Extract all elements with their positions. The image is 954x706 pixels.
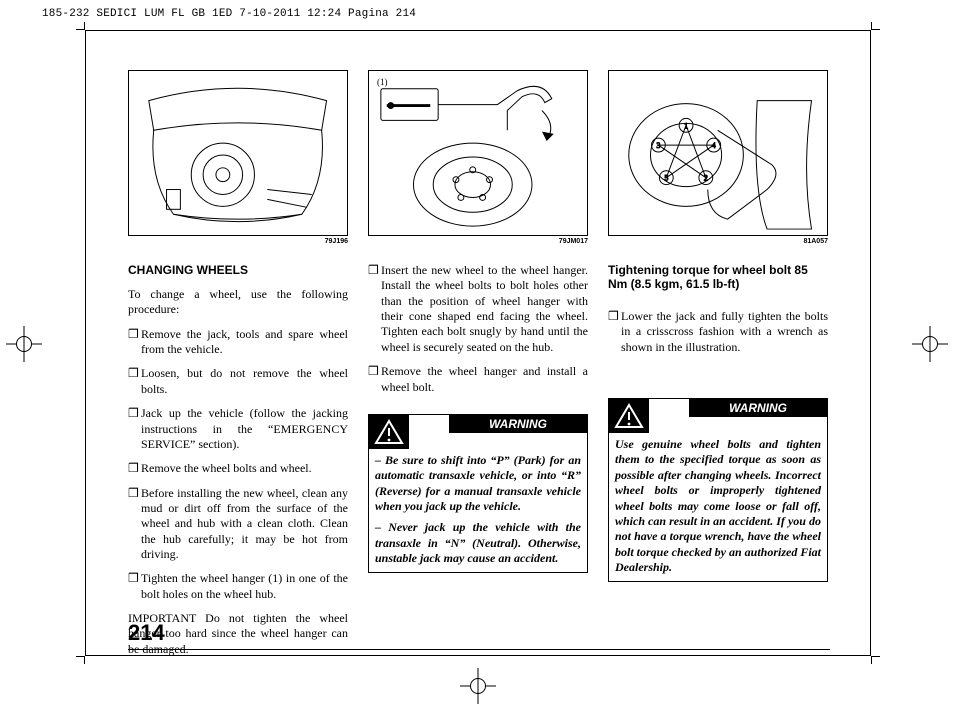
warning-text: Use genuine wheel bolts and tighten them… (609, 433, 827, 581)
crop-mark (872, 656, 880, 657)
crop-mark (76, 29, 84, 30)
registration-mark-bottom (460, 668, 496, 704)
list-item: ❒Before installing the new wheel, clean … (128, 486, 348, 563)
list-item: ❒Remove the wheel hanger and install a w… (368, 364, 588, 395)
figure-1 (128, 70, 348, 236)
warning-para: Use genuine wheel bolts and tighten them… (615, 437, 821, 574)
page-footer-rule (128, 649, 830, 650)
warning-icon (609, 399, 649, 433)
figure-2: (1) (368, 70, 588, 236)
warning-box: WARNING – Be sure to shift into “P” (Par… (368, 414, 588, 574)
figure-2-callout: (1) (377, 77, 388, 87)
list-item-text: Remove the wheel hanger and install a wh… (381, 364, 588, 393)
list-item-text: Remove the wheel bolts and wheel. (141, 461, 312, 475)
list-item: ❒Lower the jack and fully tighten the bo… (608, 309, 828, 355)
list-item: ❒Tighten the wheel hanger (1) in one of … (128, 571, 348, 602)
heading-torque: Tightening torque for wheel bolt 85 Nm (… (608, 263, 828, 291)
crop-mark (76, 656, 84, 657)
warning-text: – Never jack up the vehicle with the tra… (369, 520, 587, 572)
list-item-text: Tighten the wheel hanger (1) in one of t… (141, 571, 348, 600)
column-1: 79J196 CHANGING WHEELS To change a wheel… (128, 70, 348, 666)
registration-mark-left (6, 326, 42, 362)
figure-1-code: 79J196 (128, 238, 348, 245)
crop-mark (84, 656, 85, 664)
heading-changing-wheels: CHANGING WHEELS (128, 263, 348, 277)
list-item: ❒Insert the new wheel to the wheel hange… (368, 263, 588, 355)
page: 185-232 SEDICI LUM FL GB 1ED 7-10-2011 1… (0, 0, 954, 706)
list-item-text: Lower the jack and fully tighten the bol… (621, 309, 828, 354)
list-item: ❒Loosen, but do not remove the wheel bol… (128, 366, 348, 397)
column-3: 1 3 5 2 4 81A057 Tightening torque for w… (608, 70, 828, 666)
list-item: ❒Remove the wheel bolts and wheel. (128, 461, 348, 476)
crop-mark (871, 656, 872, 664)
registration-mark-right (912, 326, 948, 362)
warning-title: WARNING (449, 415, 587, 433)
warning-text: – Be sure to shift into “P” (Park) for a… (369, 449, 587, 520)
list-item-text: Jack up the vehicle (follow the jacking … (141, 406, 348, 451)
warning-title: WARNING (689, 399, 827, 417)
page-number: 214 (128, 620, 165, 646)
intro-text: To change a wheel, use the following pro… (128, 287, 348, 318)
list-item-text: Loosen, but do not remove the wheel bolt… (141, 366, 348, 395)
torque-illustration: 1 3 5 2 4 (609, 71, 826, 235)
column-2: (1) 79JM017 (368, 70, 588, 666)
warning-box: WARNING Use genuine wheel bolts and tigh… (608, 398, 828, 582)
list-item: ❒Jack up the vehicle (follow the jacking… (128, 406, 348, 452)
list-item-text: Insert the new wheel to the wheel hanger… (381, 263, 588, 354)
crop-mark (84, 22, 85, 30)
crop-mark (872, 29, 880, 30)
warning-para: – Be sure to shift into “P” (Park) for a… (375, 453, 581, 513)
figure-3-code: 81A057 (608, 238, 828, 245)
list-item-text: Before installing the new wheel, clean a… (141, 486, 348, 561)
content-columns: 79J196 CHANGING WHEELS To change a wheel… (128, 70, 830, 666)
wheel-hanger-illustration (369, 71, 586, 235)
running-header: 185-232 SEDICI LUM FL GB 1ED 7-10-2011 1… (42, 8, 416, 20)
warning-para: – Never jack up the vehicle with the tra… (375, 520, 581, 565)
list-item-text: Remove the jack, tools and spare wheel f… (141, 327, 348, 356)
warning-icon (369, 415, 409, 449)
figure-2-code: 79JM017 (368, 238, 588, 245)
figure-3: 1 3 5 2 4 (608, 70, 828, 236)
spare-wheel-illustration (129, 71, 346, 235)
list-item: ❒Remove the jack, tools and spare wheel … (128, 327, 348, 358)
